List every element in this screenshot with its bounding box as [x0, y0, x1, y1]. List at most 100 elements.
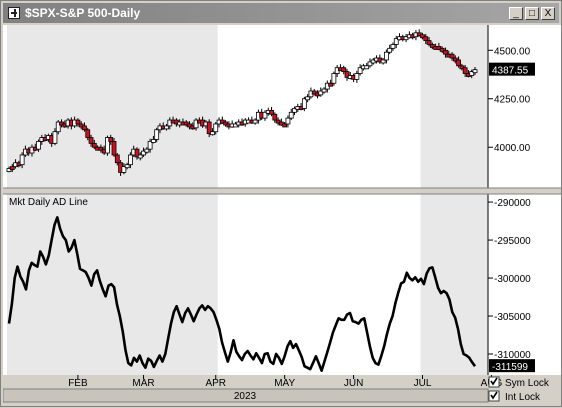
candle-down: [311, 90, 317, 95]
month-label: JUL: [414, 378, 432, 389]
int-lock-check-icon: [490, 391, 498, 400]
candle-up: [52, 131, 58, 144]
candle-down: [108, 137, 114, 142]
candle-up: [393, 38, 399, 45]
candle-down: [114, 154, 120, 164]
candle-down: [88, 137, 94, 144]
candle-up: [121, 166, 127, 173]
candle-down: [91, 142, 97, 148]
candle-up: [367, 61, 373, 67]
price-candles: [6, 29, 478, 176]
candle-down: [98, 146, 104, 151]
candle-down: [59, 121, 64, 126]
ad-tick-label: -300000: [494, 274, 531, 285]
candle-up: [252, 119, 258, 124]
candle-down: [429, 44, 435, 48]
candle-down: [449, 53, 455, 59]
candle-down: [9, 166, 15, 171]
candle-up: [285, 117, 291, 125]
candle-up: [55, 121, 61, 133]
ad-last-value-box: [489, 359, 535, 373]
candle-up: [364, 65, 370, 70]
ad-panel-title: Mkt Daily AD Line: [9, 197, 88, 208]
candle-down: [416, 32, 422, 37]
candle-down: [462, 67, 468, 74]
candle-up: [380, 59, 386, 64]
candle-down: [436, 45, 442, 50]
candle-up: [6, 168, 12, 172]
sym-lock-check-icon: [490, 377, 498, 386]
minimize-button[interactable]: _: [509, 7, 523, 20]
candle-down: [269, 109, 274, 115]
candle-up: [383, 51, 389, 61]
price-last-value: 4387.55: [492, 66, 529, 77]
candle-up: [141, 150, 146, 156]
candle-up: [318, 90, 324, 96]
ad-tick-label: -305000: [494, 312, 531, 323]
candle-up: [288, 111, 294, 119]
candle-down: [420, 34, 425, 39]
chart-app-icon: [8, 7, 20, 19]
close-button[interactable]: X: [541, 7, 555, 20]
int-lock-label: Int Lock: [505, 392, 541, 403]
candle-up: [213, 123, 219, 133]
candle-up: [292, 108, 297, 113]
candle-down: [426, 40, 432, 45]
candle-down: [187, 123, 192, 128]
candle-up: [390, 44, 396, 49]
candle-up: [403, 36, 409, 41]
month-label: FEB: [68, 378, 88, 389]
candle-down: [85, 129, 91, 138]
ad-axis-ticks: -290000 -295000 -300000 -305000 -310000: [488, 198, 531, 361]
title-bar[interactable]: $SPX-S&P 500-Daily _ □ X: [3, 3, 559, 23]
candle-up: [387, 47, 393, 53]
candle-down: [456, 59, 461, 67]
candle-up: [469, 71, 475, 76]
candle-up: [357, 67, 363, 74]
candle-down: [275, 119, 281, 124]
candle-up: [193, 119, 199, 129]
candle-down: [183, 121, 189, 126]
candle-up: [128, 154, 133, 166]
sym-lock-label: Sym Lock: [505, 378, 550, 389]
ad-tick-label: -310000: [494, 350, 531, 361]
candle-up: [137, 154, 143, 159]
candle-down: [344, 71, 350, 78]
candle-up: [370, 59, 376, 64]
ad-last-value: -311599: [492, 362, 528, 373]
candle-up: [210, 131, 215, 136]
price-last-value-box: [489, 62, 535, 76]
candle-up: [305, 96, 311, 101]
month-label: MAR: [132, 378, 154, 389]
candle-up: [105, 137, 110, 154]
year-strip: [2, 388, 489, 403]
candle-up: [19, 154, 25, 166]
candle-down: [439, 47, 445, 52]
month-label: APR: [205, 378, 226, 389]
month-label: MAY: [274, 378, 295, 389]
candle-down: [423, 36, 429, 41]
candle-up: [154, 129, 160, 140]
candle-down: [223, 121, 228, 126]
candle-down: [134, 148, 140, 158]
candle-down: [78, 123, 84, 128]
candle-down: [452, 57, 458, 62]
window-title: $SPX-S&P 500-Daily: [25, 6, 141, 20]
chart-svg: 4000.00 4250.00 4500.00 -290000 -295000 -300…: [2, 25, 561, 403]
price-tick-label: 4500.00: [494, 46, 531, 57]
candle-up: [262, 111, 268, 119]
candle-up: [144, 148, 150, 153]
candle-down: [111, 141, 117, 156]
candle-down: [282, 123, 288, 128]
price-shade-0: [7, 25, 218, 188]
panel-separator: [3, 188, 561, 194]
candle-down: [272, 113, 278, 121]
candle-down: [206, 121, 212, 135]
candle-up: [150, 139, 156, 143]
candle-down: [328, 82, 334, 87]
price-axis-ticks: 4000.00 4250.00 4500.00: [488, 46, 531, 154]
chart-area: 4000.00 4250.00 4500.00 -290000 -295000 -300…: [2, 25, 561, 403]
maximize-button[interactable]: □: [525, 7, 539, 20]
candle-up: [164, 125, 169, 130]
